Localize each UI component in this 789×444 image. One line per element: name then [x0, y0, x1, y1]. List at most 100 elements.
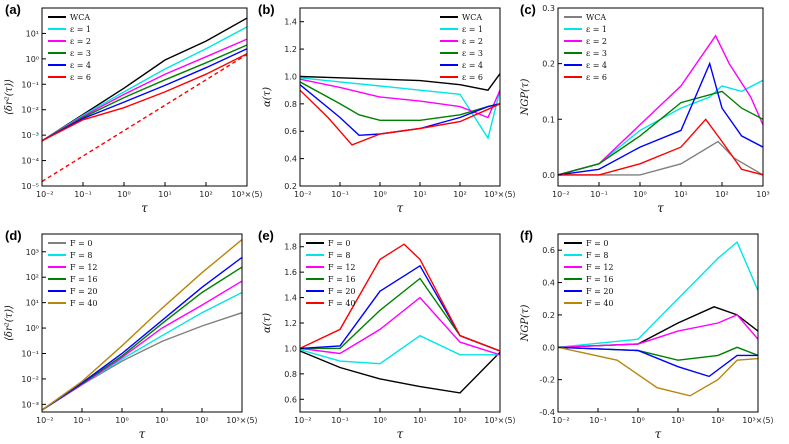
y-tick-label: 10⁻¹: [21, 349, 39, 358]
legend: WCA ε = 1 ε = 2 ε = 3 ε = 4 ε = 6: [564, 13, 607, 82]
series-line-f-0: [558, 306, 758, 348]
series-line-f-20: [558, 346, 758, 378]
series-line--6: [558, 118, 763, 176]
series-line--6: [42, 53, 247, 142]
x-tick-label: 10⁻¹: [590, 190, 608, 199]
legend-label: ε = 6: [70, 73, 91, 82]
y-tick-label: 1.4: [284, 294, 297, 303]
series-line-f-8: [300, 334, 500, 365]
x-axis-label: τ: [139, 427, 146, 441]
x-tick-label: 10³: [756, 190, 769, 199]
x-tick-label: 10⁻²: [552, 190, 570, 199]
y-tick-label: 1.2: [284, 319, 297, 328]
y-tick-label: 10⁻²: [21, 106, 39, 115]
x-axis-label: τ: [657, 201, 664, 215]
x-tick-label: 10³×⟨5⟩: [231, 190, 262, 199]
y-tick-label: 10¹: [26, 299, 39, 308]
series-line--4: [42, 48, 247, 142]
x-tick-label: 10³×⟨5⟩: [742, 416, 773, 425]
x-tick-label: 10²: [711, 416, 724, 425]
y-tick-label: 1.0: [284, 344, 297, 353]
panel-a: (a) 10⁻² 10⁻¹ 10⁰ 10¹ 10² 10³×⟨5⟩ 10⁻⁵ 10⁻⁴ 10⁻³ 1…: [4, 2, 263, 215]
x-tick-label: 10³×⟨5⟩: [484, 416, 515, 425]
panel-label: (f): [520, 228, 533, 243]
legend-label: ε = 2: [70, 37, 91, 46]
y-tick-label: 10⁰: [26, 324, 39, 333]
panel-label: (d): [5, 228, 22, 243]
y-tick-label: 10⁻⁵: [21, 182, 39, 191]
plot-frame: [557, 7, 764, 187]
x-tick-label: 10⁰: [373, 416, 386, 425]
y-tick-label: 0.8: [284, 370, 297, 379]
legend-label: WCA: [70, 13, 90, 22]
legend-label: ε = 6: [462, 73, 483, 82]
legend-label: ε = 4: [70, 61, 91, 70]
legend-label: F = 20: [70, 287, 98, 296]
panel-label: (e): [258, 228, 274, 243]
legend-label: WCA: [586, 13, 606, 22]
y-tick-label: 0.3: [542, 4, 555, 13]
y-tick-label: 0.6: [284, 395, 297, 404]
legend-label: F = 0: [328, 239, 350, 248]
x-tick-label: 10¹: [155, 416, 168, 425]
x-tick-label: 10¹: [413, 190, 426, 199]
x-tick-label: 10³×⟨5⟩: [226, 416, 257, 425]
legend: WCA ε = 1 ε = 2 ε = 3 ε = 4 ε = 6: [440, 13, 483, 82]
legend: F = 0 F = 8 F = 12 F = 16 F = 20 F = 40: [48, 239, 98, 308]
x-axis-label: τ: [397, 201, 404, 215]
x-tick-label: 10⁰: [117, 190, 130, 199]
legend-label: F = 8: [586, 251, 608, 260]
plot-frame: [299, 7, 501, 187]
x-tick-label: 10⁰: [115, 416, 128, 425]
x-tick-label: 10⁰: [373, 190, 386, 199]
y-tick-label: 0.4: [542, 279, 555, 288]
series-line-f-40: [42, 239, 242, 411]
series-line--4: [558, 61, 763, 176]
x-tick-label: 10¹: [674, 190, 687, 199]
y-tick-label: 10¹: [26, 29, 39, 38]
x-tick-label: 10⁻²: [36, 190, 54, 199]
series-line-f-0: [300, 350, 500, 394]
legend: F = 0 F = 8 F = 12 F = 16 F = 20 F = 40: [564, 239, 614, 308]
legend-label: ε = 3: [70, 49, 91, 58]
y-tick-label: 1.0: [284, 72, 297, 81]
legend-label: F = 40: [328, 299, 356, 308]
x-tick-label: 10⁻²: [552, 416, 570, 425]
x-tick-label: 10⁰: [631, 416, 644, 425]
y-tick-label: 0.4: [284, 155, 297, 164]
y-tick-label: 0.0: [542, 171, 555, 180]
series-line-wca: [300, 73, 500, 91]
y-tick-label: 0.6: [284, 127, 297, 136]
legend-label: ε = 1: [70, 25, 91, 34]
x-tick-label: 10¹: [413, 416, 426, 425]
y-tick-label: 0.6: [542, 246, 555, 255]
y-tick-label: 10⁻¹: [21, 80, 39, 89]
x-axis-label: τ: [655, 427, 662, 441]
x-tick-label: 10⁻²: [294, 190, 312, 199]
legend-label: F = 20: [328, 287, 356, 296]
series-line-fit: [42, 53, 247, 183]
legend-label: ε = 4: [462, 61, 483, 70]
x-tick-label: 10⁻¹: [73, 416, 91, 425]
x-tick-label: 10⁻¹: [74, 190, 92, 199]
y-tick-label: 1.6: [284, 268, 297, 277]
series-line-wca: [558, 140, 763, 176]
y-axis-label: NGP(τ): [520, 305, 531, 343]
legend-label: F = 20: [586, 287, 614, 296]
series-line-f-12: [558, 314, 758, 348]
series-line--2: [300, 78, 500, 119]
y-axis-label: ⟨δr²(τ)⟩: [4, 305, 15, 341]
x-axis-label: τ: [397, 427, 404, 441]
x-axis-label: τ: [141, 201, 148, 215]
series-line--1: [558, 79, 763, 176]
y-tick-label: 0.2: [284, 182, 297, 191]
panel-c: (c) 10⁻² 10⁻¹ 10⁰ 10¹ 10² 10³ 0.0 0.1 0.2 0.3 τ NGP(…: [520, 2, 770, 215]
plot-frame: [299, 233, 501, 413]
y-tick-label: 10⁻³: [21, 400, 39, 409]
series-line-f-8: [558, 240, 758, 348]
x-tick-label: 10⁻²: [294, 416, 312, 425]
y-tick-label: 1.8: [284, 243, 297, 252]
legend-label: ε = 2: [586, 37, 607, 46]
panel-f: (f) 10⁻² 10⁻¹ 10⁰ 10¹ 10² 10³×⟨5⟩ -0.4 -0.2 0.0 0.…: [520, 228, 774, 441]
legend-label: F = 0: [586, 239, 608, 248]
